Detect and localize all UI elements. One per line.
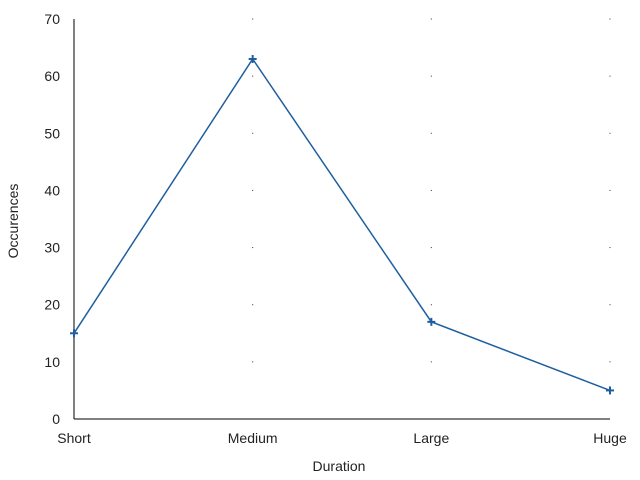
x-tick-label: Short [57, 430, 91, 446]
grid-dot [252, 132, 254, 134]
grid-dot [430, 189, 432, 191]
y-tick-label: 10 [44, 354, 60, 370]
y-tick-labels: 0 10 20 30 40 50 60 70 [44, 11, 60, 427]
grid-dot [430, 132, 432, 134]
x-tick-label: Large [413, 430, 449, 446]
grid-dot [609, 18, 611, 20]
grid-dot [252, 18, 254, 20]
grid-dot [430, 18, 432, 20]
grid-dot [609, 247, 611, 249]
y-tick-label: 0 [52, 411, 60, 427]
y-tick-label: 40 [44, 182, 60, 198]
y-tick-label: 70 [44, 11, 60, 27]
x-tick-label: Huge [593, 430, 627, 446]
grid-dot [609, 304, 611, 306]
y-axis-title: Occurences [5, 184, 21, 259]
grid-dot [252, 304, 254, 306]
x-axis-title: Duration [313, 458, 366, 474]
series-line [73, 57, 611, 392]
data-point-marker [70, 329, 78, 338]
y-tick-label: 20 [44, 297, 60, 313]
grid-dots [252, 18, 611, 363]
grid-dot [252, 247, 254, 249]
grid-dot [430, 247, 432, 249]
grid-dot [252, 189, 254, 191]
data-point-marker [606, 386, 614, 395]
y-tick-label: 30 [44, 240, 60, 256]
axes [73, 19, 610, 420]
grid-dot [609, 132, 611, 134]
y-tick-label: 50 [44, 125, 60, 141]
x-tick-label: Medium [228, 430, 278, 446]
series [70, 55, 614, 395]
grid-dot [430, 361, 432, 363]
grid-dot [252, 361, 254, 363]
x-tick-labels: Short Medium Large Huge [57, 430, 627, 446]
grid-dot [609, 75, 611, 77]
grid-dot [609, 361, 611, 363]
grid-dot [430, 75, 432, 77]
data-point-marker [427, 317, 436, 326]
grid-dot [609, 189, 611, 191]
data-point-marker [248, 55, 257, 63]
y-tick-label: 60 [44, 68, 60, 84]
grid-dot [252, 75, 254, 77]
grid-dot [430, 304, 432, 306]
